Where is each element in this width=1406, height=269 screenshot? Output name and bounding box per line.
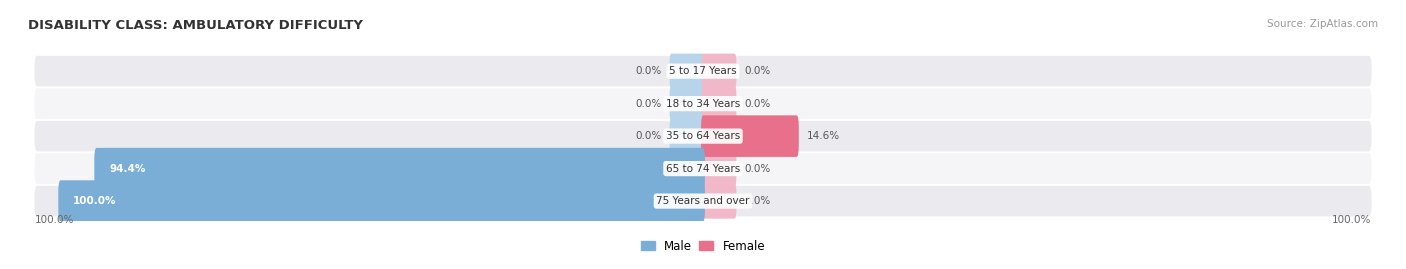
FancyBboxPatch shape [669,119,704,154]
Text: 35 to 64 Years: 35 to 64 Years [666,131,740,141]
FancyBboxPatch shape [34,153,1372,184]
Text: 100.0%: 100.0% [1331,215,1371,225]
FancyBboxPatch shape [702,151,737,186]
Text: 0.0%: 0.0% [745,99,770,109]
Text: 5 to 17 Years: 5 to 17 Years [669,66,737,76]
FancyBboxPatch shape [34,186,1372,216]
Text: 100.0%: 100.0% [35,215,75,225]
Text: 18 to 34 Years: 18 to 34 Years [666,99,740,109]
FancyBboxPatch shape [34,89,1372,119]
Text: 65 to 74 Years: 65 to 74 Years [666,164,740,174]
Text: 94.4%: 94.4% [110,164,145,174]
Legend: Male, Female: Male, Female [641,240,765,253]
FancyBboxPatch shape [702,54,737,89]
Text: 14.6%: 14.6% [807,131,839,141]
FancyBboxPatch shape [34,121,1372,151]
Text: 100.0%: 100.0% [73,196,117,206]
Text: 0.0%: 0.0% [745,196,770,206]
FancyBboxPatch shape [669,54,704,89]
Text: 0.0%: 0.0% [745,164,770,174]
Text: 75 Years and over: 75 Years and over [657,196,749,206]
Text: 0.0%: 0.0% [636,99,661,109]
FancyBboxPatch shape [58,180,704,222]
FancyBboxPatch shape [669,86,704,121]
Text: 0.0%: 0.0% [636,131,661,141]
FancyBboxPatch shape [702,115,799,157]
FancyBboxPatch shape [34,56,1372,86]
FancyBboxPatch shape [702,86,737,121]
Text: DISABILITY CLASS: AMBULATORY DIFFICULTY: DISABILITY CLASS: AMBULATORY DIFFICULTY [28,19,363,32]
FancyBboxPatch shape [94,148,704,189]
Text: 0.0%: 0.0% [745,66,770,76]
Text: 0.0%: 0.0% [636,66,661,76]
FancyBboxPatch shape [702,183,737,219]
Text: Source: ZipAtlas.com: Source: ZipAtlas.com [1267,19,1378,29]
